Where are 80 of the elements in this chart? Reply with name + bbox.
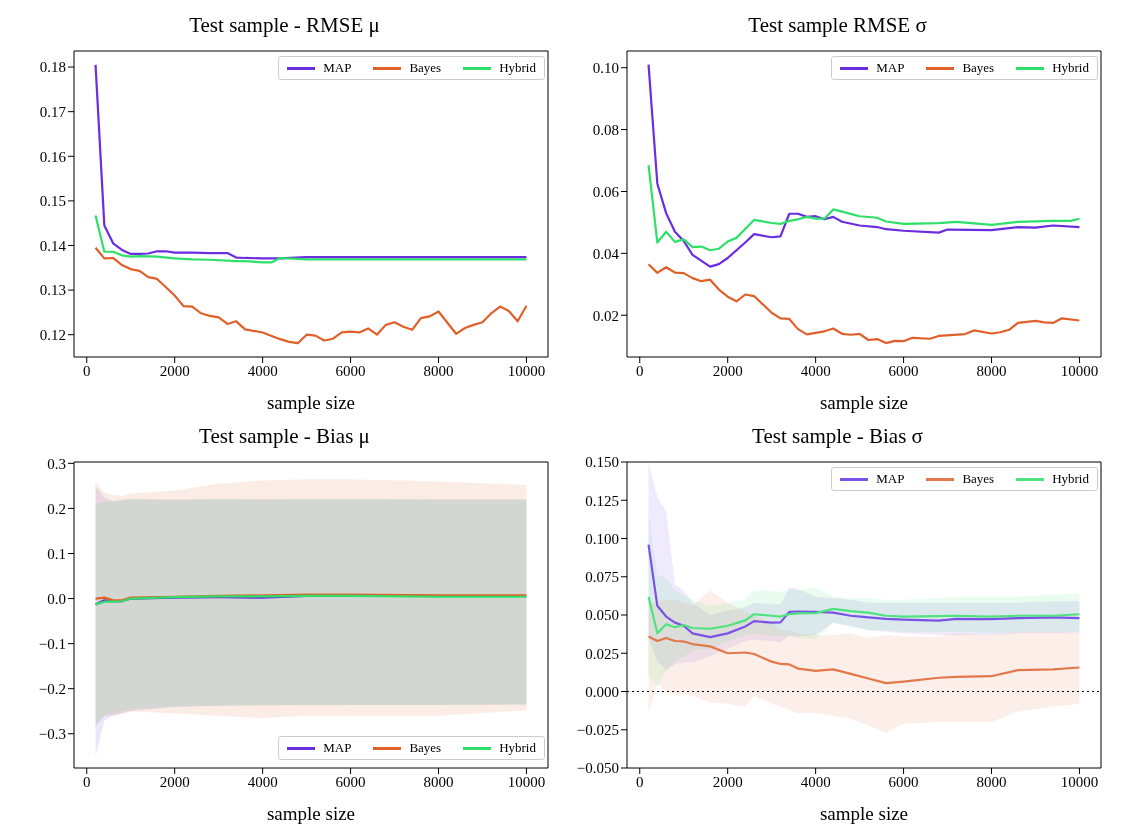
x-tick-label: 10000 bbox=[1060, 773, 1099, 790]
x-tick-label: 2000 bbox=[159, 362, 190, 379]
y-tick-label: 0.17 bbox=[39, 103, 67, 120]
y-tick-label: 0.02 bbox=[592, 307, 619, 324]
x-tick-label: 0 bbox=[636, 773, 644, 790]
x-tick-label: 4000 bbox=[800, 773, 831, 790]
x-tick-label: 4000 bbox=[247, 773, 278, 790]
y-tick-label: 0.18 bbox=[39, 59, 66, 76]
legend-label: Hybrid bbox=[1052, 60, 1089, 76]
y-tick-label: 0.125 bbox=[585, 492, 619, 509]
legend-label: Bayes bbox=[409, 60, 442, 76]
y-tick-label: 0.08 bbox=[592, 121, 619, 138]
y-tick-label: 0.3 bbox=[47, 455, 66, 472]
y-tick-label: −0.2 bbox=[38, 681, 66, 698]
y-tick-label: 0.2 bbox=[47, 500, 66, 517]
legend-label: Bayes bbox=[962, 471, 995, 487]
legend-label: MAP bbox=[323, 740, 352, 756]
x-axis-title: sample size bbox=[819, 803, 909, 824]
y-tick-label: −0.050 bbox=[576, 760, 619, 777]
y-tick-label: 0.06 bbox=[592, 183, 620, 200]
line-series bbox=[94, 594, 528, 606]
y-tick-label: 0.14 bbox=[39, 237, 67, 254]
legend-label: Bayes bbox=[409, 740, 442, 756]
chart-title: Test sample RMSE σ bbox=[747, 12, 928, 39]
x-axis-title: sample size bbox=[266, 392, 356, 413]
line-series bbox=[94, 246, 528, 345]
line-series bbox=[647, 595, 1081, 635]
chart-title: Test sample - RMSE μ bbox=[188, 12, 381, 39]
x-tick-label: 8000 bbox=[976, 362, 1007, 379]
x-tick-label: 2000 bbox=[159, 773, 190, 790]
x-axis-title: sample size bbox=[266, 803, 356, 824]
x-tick-label: 10000 bbox=[507, 362, 546, 379]
y-tick-label: 0.12 bbox=[39, 327, 66, 344]
line-series bbox=[647, 635, 1081, 685]
y-tick-label: 0.000 bbox=[585, 683, 619, 700]
y-tick-label: −0.1 bbox=[38, 635, 66, 652]
legend-label: MAP bbox=[323, 60, 352, 76]
line-series bbox=[647, 543, 1081, 639]
y-tick-label: −0.025 bbox=[576, 722, 619, 739]
x-tick-label: 2000 bbox=[712, 773, 743, 790]
x-tick-label: 10000 bbox=[507, 773, 546, 790]
x-tick-label: 0 bbox=[83, 362, 91, 379]
y-tick-label: 0.150 bbox=[585, 454, 619, 471]
line-series bbox=[94, 214, 528, 264]
x-tick-label: 6000 bbox=[888, 362, 919, 379]
y-tick-label: 0.10 bbox=[592, 60, 619, 77]
y-tick-label: 0.13 bbox=[39, 282, 66, 299]
x-axis-title: sample size bbox=[819, 392, 909, 413]
y-tick-label: 0.0 bbox=[47, 590, 66, 607]
y-tick-label: 0.075 bbox=[585, 569, 619, 586]
x-tick-label: 6000 bbox=[335, 773, 366, 790]
x-tick-label: 8000 bbox=[423, 362, 454, 379]
x-tick-label: 8000 bbox=[976, 773, 1007, 790]
y-tick-label: 0.025 bbox=[585, 645, 619, 662]
x-tick-label: 4000 bbox=[247, 362, 278, 379]
y-tick-label: 0.04 bbox=[592, 245, 620, 262]
y-tick-label: 0.16 bbox=[39, 148, 67, 165]
y-tick-label: 0.050 bbox=[585, 607, 619, 624]
y-tick-label: 0.100 bbox=[585, 530, 619, 547]
y-tick-label: −0.3 bbox=[38, 726, 66, 743]
legend-label: MAP bbox=[876, 471, 905, 487]
legend-label: Hybrid bbox=[1052, 471, 1089, 487]
legend-label: Hybrid bbox=[499, 60, 536, 76]
x-tick-label: 2000 bbox=[712, 362, 743, 379]
line-series bbox=[647, 263, 1081, 345]
legend-label: MAP bbox=[876, 60, 905, 76]
x-tick-label: 4000 bbox=[800, 362, 831, 379]
x-tick-label: 8000 bbox=[423, 773, 454, 790]
x-tick-label: 0 bbox=[83, 773, 91, 790]
x-tick-label: 10000 bbox=[1060, 362, 1099, 379]
line-series bbox=[647, 164, 1081, 252]
chart-title: Test sample - Bias μ bbox=[198, 423, 371, 450]
chart-title: Test sample - Bias σ bbox=[751, 423, 924, 450]
x-tick-label: 0 bbox=[636, 362, 644, 379]
legend-label: Bayes bbox=[962, 60, 995, 76]
legend-label: Hybrid bbox=[499, 740, 536, 756]
y-tick-label: 0.15 bbox=[39, 193, 66, 210]
x-tick-label: 6000 bbox=[888, 773, 919, 790]
y-tick-label: 0.1 bbox=[47, 545, 66, 562]
x-tick-label: 6000 bbox=[335, 362, 366, 379]
